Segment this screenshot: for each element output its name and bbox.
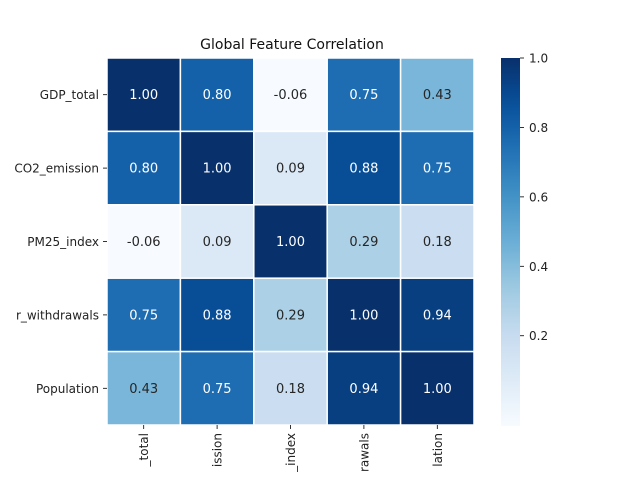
cell-value-label: 0.94 [349, 382, 378, 397]
heatmap-cell-1-4 [399, 130, 475, 206]
heatmap-cell-1-2 [253, 130, 328, 206]
heatmap-cell-4-2 [253, 350, 328, 426]
heatmap-cell-3-3 [326, 277, 402, 353]
cell-value-label: 0.43 [423, 88, 452, 103]
heatmap-cell-3-1 [179, 277, 255, 353]
cell-value-label: -0.06 [274, 88, 308, 103]
colorbar-tick-label: 0.2 [529, 329, 548, 343]
colorbar-tick-label: 1.0 [529, 52, 548, 66]
heatmap-cell-0-1 [179, 57, 255, 133]
cell-value-label: -0.06 [127, 235, 161, 250]
column-tick-label: lation [431, 433, 445, 467]
cell-value-label: 0.29 [276, 308, 305, 323]
cell-value-label: 0.94 [423, 308, 452, 323]
column-tick-label: rawals [357, 433, 371, 472]
heatmap-cell-2-3 [326, 204, 402, 279]
cell-value-label: 1.00 [129, 88, 158, 103]
heatmap-cell-2-1 [179, 204, 255, 279]
cell-value-label: 0.75 [423, 162, 452, 177]
cell-value-label: 0.75 [203, 382, 232, 397]
heatmap-cells: 1.00 0.80 -0.06 0.75 0.43 0.80 1.00 0.09 0.88 0.7… [106, 57, 475, 426]
cell-value-label: 1.00 [203, 162, 232, 177]
heatmap-cell-0-2 [253, 57, 328, 133]
column-tick-label: ission [211, 433, 225, 467]
colorbar: 0.2 0.4 0.6 0.8 1.0 [501, 52, 548, 426]
colorbar-tick-label: 0.8 [529, 121, 548, 135]
row-tick-label: CO2_emission [14, 162, 99, 176]
heatmap-cell-3-4 [399, 277, 475, 353]
column-tick-label: _index [284, 433, 298, 473]
column-tick-label: _total [137, 433, 151, 467]
colorbar-tick-label: 0.4 [529, 260, 548, 274]
heatmap-cell-0-0 [106, 57, 182, 133]
row-tick-labels: GDP_total CO2_emission PM25_index r_withdra… [14, 88, 107, 396]
cell-value-label: 0.88 [349, 162, 378, 177]
cell-value-label: 0.80 [129, 162, 158, 177]
cell-value-label: 0.09 [203, 235, 232, 250]
cell-value-label: 1.00 [349, 308, 378, 323]
cell-value-label: 0.18 [276, 382, 305, 397]
column-tick-labels: _total ission _index rawals lation [137, 425, 445, 473]
cell-value-label: 0.75 [129, 308, 158, 323]
cell-value-label: 1.00 [276, 235, 305, 250]
chart-title: Global Feature Correlation [200, 37, 384, 53]
row-tick-label: GDP_total [40, 88, 99, 102]
colorbar-tick-label: 0.6 [529, 190, 548, 204]
colorbar-gradient [501, 58, 520, 426]
heatmap-cell-4-0 [106, 350, 182, 426]
cell-value-label: 0.75 [349, 88, 378, 103]
cell-value-label: 1.00 [423, 382, 452, 397]
row-tick-label: r_withdrawals [16, 308, 99, 322]
cell-value-label: 0.80 [203, 88, 232, 103]
cell-value-label: 0.88 [203, 308, 232, 323]
cell-value-label: 0.29 [349, 235, 378, 250]
row-tick-label: Population [36, 382, 99, 396]
row-tick-label: PM25_index [27, 235, 99, 249]
cell-value-label: 0.43 [129, 382, 158, 397]
heatmap-cell-4-1 [179, 350, 255, 426]
heatmap-cell-3-2 [253, 277, 328, 353]
cell-value-label: 0.18 [423, 235, 452, 250]
cell-value-label: 0.09 [276, 162, 305, 177]
